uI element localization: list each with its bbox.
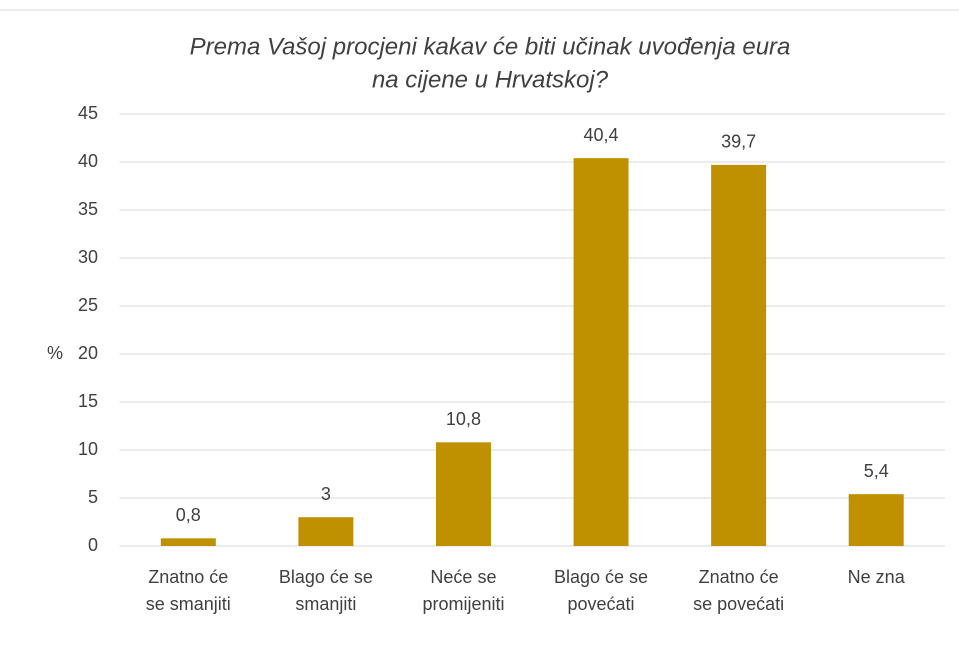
chart-title: na cijene u Hrvatskoj? — [372, 66, 609, 93]
y-tick-label: 35 — [78, 199, 98, 219]
y-tick-label: 40 — [78, 151, 98, 171]
x-tick-label: se povećati — [693, 594, 784, 614]
y-tick-label: 15 — [78, 391, 98, 411]
data-label: 5,4 — [864, 461, 889, 481]
x-tick-label: Ne zna — [848, 567, 906, 587]
x-tick-label: Blago će se — [279, 567, 373, 587]
y-tick-label: 30 — [78, 247, 98, 267]
x-tick-label: se smanjiti — [146, 594, 231, 614]
chart-title: Prema Vašoj procjeni kakav će biti učina… — [190, 33, 791, 60]
y-axis-label: % — [47, 343, 63, 363]
bar — [298, 517, 354, 546]
x-tick-label: Znatno će — [148, 567, 228, 587]
x-tick-label: promijeniti — [422, 594, 504, 614]
y-tick-label: 25 — [78, 295, 98, 315]
bar — [160, 538, 216, 546]
data-label: 0,8 — [176, 505, 201, 525]
y-tick-label: 0 — [88, 535, 98, 555]
bar — [848, 494, 904, 546]
x-tick-label: Znatno će — [699, 567, 779, 587]
data-label: 40,4 — [584, 125, 619, 145]
bar — [573, 158, 629, 546]
y-tick-label: 10 — [78, 439, 98, 459]
y-tick-label: 45 — [78, 103, 98, 123]
x-tick-label: Neće se — [430, 567, 496, 587]
data-label: 3 — [321, 484, 331, 504]
x-tick-label: Blago će se — [554, 567, 648, 587]
y-tick-label: 20 — [78, 343, 98, 363]
data-label: 39,7 — [721, 132, 756, 152]
x-tick-label: smanjiti — [295, 594, 356, 614]
x-tick-label: povećati — [568, 594, 635, 614]
y-tick-label: 5 — [88, 487, 98, 507]
bar — [435, 442, 491, 546]
data-label: 10,8 — [446, 409, 481, 429]
bar — [711, 164, 767, 546]
